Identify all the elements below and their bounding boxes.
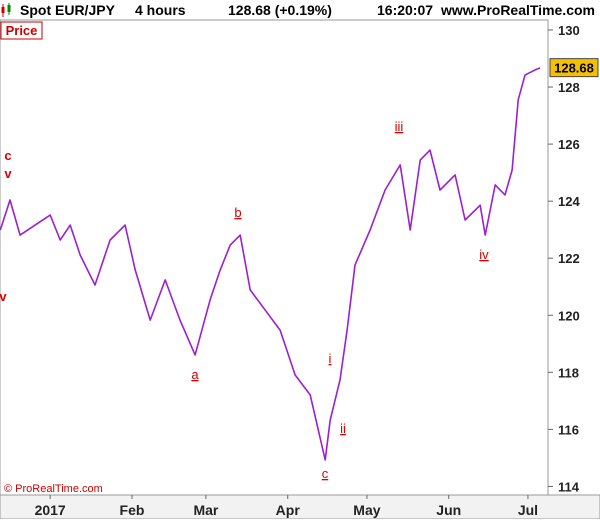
x-tick-label: Apr [276,502,301,518]
wave-label: iii [395,119,404,134]
y-tick-label: 118 [558,365,579,380]
x-axis-strip [0,494,600,520]
wave-label: ii [340,421,346,436]
last-price: 128.68 [554,61,594,76]
wave-label: b [234,205,241,220]
wave-label: v [4,166,12,181]
price-line [0,67,541,461]
quote: 128.68 (+0.19%) [228,2,332,18]
wave-label: a [191,367,199,382]
timeframe: 4 hours [135,2,186,18]
y-tick-label: 114 [558,479,580,494]
y-tick-label: 124 [558,194,580,209]
wave-label: iv [479,247,489,262]
wave-label: c [4,148,11,163]
wave-label: c [322,466,329,481]
panel-label-box [0,21,43,40]
plot-area [0,19,549,496]
time: 16:20:07 [377,2,433,18]
y-tick-label: 126 [558,137,580,152]
y-tick-label: 128 [558,80,580,95]
x-tick-label: Jul [518,502,538,518]
wave-label: v [0,289,7,304]
symbol: Spot EUR/JPY [20,2,116,18]
site: www.ProRealTime.com [440,2,595,18]
wave-label: i [329,351,332,366]
x-tick-label: May [353,502,380,518]
header-icon [1,3,11,17]
x-tick-label: Mar [193,502,218,518]
last-price-box [549,58,599,78]
y-tick-label: 116 [558,422,579,437]
x-tick-label: Jun [436,502,461,518]
y-tick-label: 130 [558,23,580,38]
y-tick-label: 122 [558,251,580,266]
copyright: © ProRealTime.com [4,483,103,495]
panel-label: Price [6,23,38,38]
x-tick-label: Feb [120,502,145,518]
x-tick-label: 2017 [35,502,66,518]
y-tick-label: 120 [558,308,580,323]
